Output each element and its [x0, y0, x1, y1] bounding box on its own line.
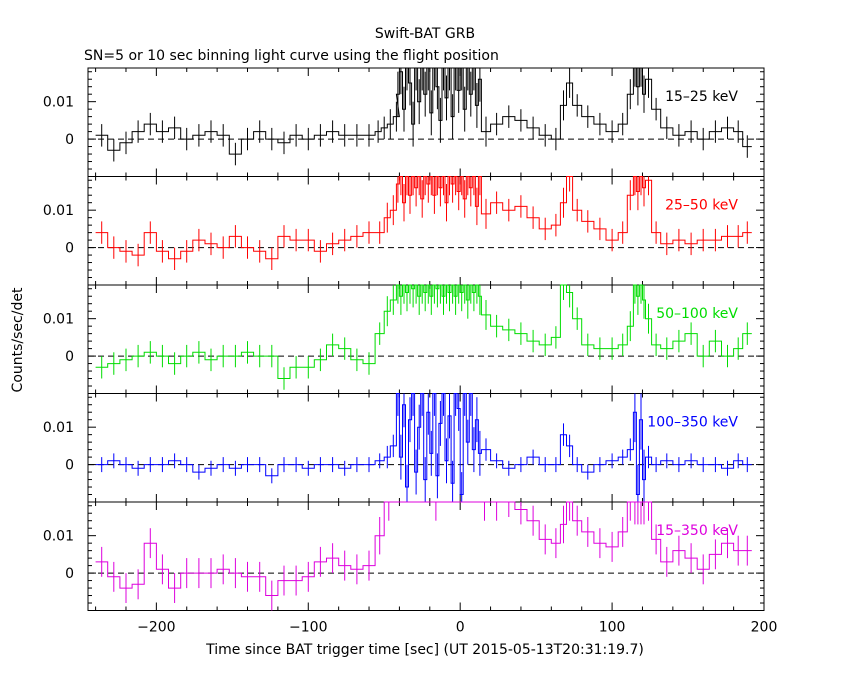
y-tick-label: 0	[65, 241, 74, 257]
series-line-50-100	[95, 284, 752, 379]
y-tick-label: 0.01	[43, 95, 74, 111]
panel-frame	[87, 67, 765, 177]
y-tick-label: 0	[65, 349, 74, 365]
x-tick-label: 100	[599, 620, 626, 636]
y-tick-label: 0	[65, 132, 74, 148]
x-tick-label: 0	[456, 620, 465, 636]
y-axis-label: Counts/sec/det	[10, 287, 26, 392]
series-line-25-50	[95, 176, 752, 260]
series-line-15-350	[95, 501, 752, 596]
y-tick-label: 0.01	[43, 420, 74, 436]
panel-25-50: 0 0.01 25–50 keV	[43, 176, 765, 286]
y-tick-label: 0.01	[43, 529, 74, 545]
y-tick-label: 0.01	[43, 203, 74, 219]
panel-frame	[87, 501, 765, 611]
panels: 0 0.01 15–25 keV 0 0.01 25–50 keV 0 0.01 50–100 …	[43, 67, 778, 636]
band-label: 15–350 keV	[656, 523, 738, 539]
band-label: 15–25 keV	[665, 89, 738, 105]
y-tick-label: 0	[65, 566, 74, 582]
band-label: 25–50 keV	[665, 198, 738, 214]
band-label: 50–100 keV	[656, 306, 738, 322]
y-tick-label: 0.01	[43, 312, 74, 328]
x-tick-label: −200	[137, 620, 175, 636]
panel-15-350: 0 0.01 15–350 keV	[43, 501, 765, 611]
y-tick-label: 0	[65, 458, 74, 474]
panel-15-25: 0 0.01 15–25 keV	[43, 67, 765, 177]
x-tick-label: 200	[751, 620, 778, 636]
panel-frame	[87, 393, 765, 503]
panel-50-100: 0 0.01 50–100 keV	[43, 284, 765, 394]
panel-frame	[87, 284, 765, 394]
figure-subtitle: SN=5 or 10 sec binning light curve using…	[84, 48, 499, 64]
x-tick-label: −100	[289, 620, 327, 636]
panel-100-350: 0 0.01 100–350 keV	[43, 393, 765, 503]
figure-title: Swift-BAT GRB	[375, 26, 475, 42]
panel-frame	[87, 176, 765, 286]
series-line-15-25	[95, 67, 752, 155]
series-line-100-350	[95, 393, 752, 495]
x-axis-label: Time since BAT trigger time [sec] (UT 20…	[205, 642, 644, 658]
band-label: 100–350 keV	[647, 415, 738, 431]
